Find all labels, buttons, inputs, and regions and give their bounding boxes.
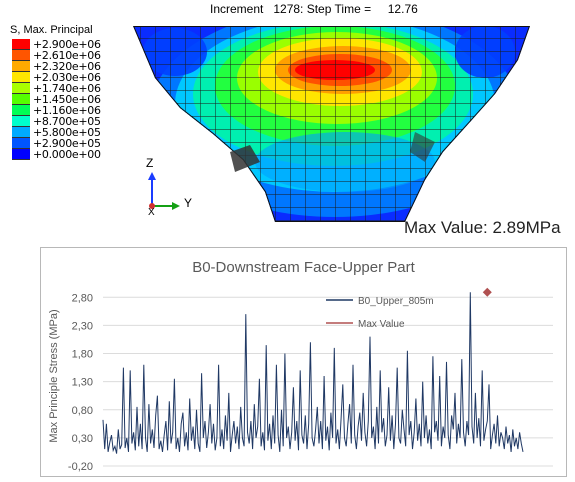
legend-swatch: [12, 83, 30, 94]
legend-label: +2.030e+06: [33, 71, 101, 84]
y-tick-label: 1,30: [72, 377, 93, 389]
legend-item: +2.030e+06: [10, 71, 120, 84]
y-tick-label: 1,80: [72, 349, 93, 361]
legend-label: +1.160e+06: [33, 104, 101, 117]
legend-swatch: [12, 105, 30, 116]
legend-label: +8.700e+05: [33, 115, 101, 128]
increment-step-time: Increment 1278: Step Time = 12.76: [210, 2, 418, 16]
legend-swatch: [12, 61, 30, 72]
legend-swatch: [12, 72, 30, 83]
legend-item: +2.900e+05: [10, 137, 120, 150]
y-tick-label: 2,30: [72, 320, 93, 332]
legend-label: +2.610e+06: [33, 49, 101, 62]
legend-label: +2.320e+06: [33, 60, 101, 73]
legend-item: +1.450e+06: [10, 93, 120, 106]
legend-label: +5.800e+05: [33, 126, 101, 139]
legend-swatch: [12, 127, 30, 138]
y-axis-label: Max Principle Stress (MPa): [48, 309, 60, 442]
legend-item: +2.610e+06: [10, 49, 120, 62]
legend-item: +8.700e+05: [10, 115, 120, 128]
fea-contour-plot: [125, 12, 560, 232]
axis-triad: Z Y X: [138, 156, 198, 220]
max-value-marker: [482, 287, 492, 297]
legend-item: +5.800e+05: [10, 126, 120, 139]
legend-title: S, Max. Principal: [10, 24, 93, 36]
axis-y-label: Y: [184, 196, 193, 210]
legend-label: +1.740e+06: [33, 82, 101, 95]
legend-label: +1.450e+06: [33, 93, 101, 106]
legend-item: +2.320e+06: [10, 60, 120, 73]
legend-label: +2.900e+06: [33, 38, 101, 51]
contour-legend: +2.900e+06 +2.610e+06 +2.320e+06 +2.030e+06…: [10, 38, 120, 161]
max-value-label: Max Value: 2.89MPa: [404, 218, 561, 237]
legend-swatch: [12, 138, 30, 149]
axis-z-label: Z: [146, 156, 154, 170]
line-chart: 2,80 2,30 1,80 1,30 0,80 0,30 -0,20 Max Princip…: [48, 287, 553, 473]
y-tick-label: 0,80: [72, 405, 93, 417]
chart-title: B0-Downstream Face-Upper Part: [192, 259, 415, 276]
legend-swatch: [12, 116, 30, 127]
legend-item: +1.740e+06: [10, 82, 120, 95]
legend-label: +0.000e+00: [33, 148, 101, 161]
legend-swatch: [12, 149, 30, 160]
y-tick-label: 2,80: [72, 292, 93, 304]
legend-label-max: Max Value: [358, 319, 405, 330]
axis-x-label: X: [148, 207, 155, 218]
y-tick-label: 0,30: [72, 433, 93, 445]
series-line-B0_Upper_805m: [102, 292, 524, 454]
legend-label: +2.900e+05: [33, 137, 101, 150]
y-tick-label: -0,20: [68, 461, 93, 473]
legend-swatch: [12, 94, 30, 105]
legend-swatch: [12, 39, 30, 50]
legend-item: +2.900e+06: [10, 38, 120, 51]
legend-label-series: B0_Upper_805m: [358, 296, 434, 307]
legend-item: +1.160e+06: [10, 104, 120, 117]
legend-item: +0.000e+00: [10, 148, 120, 161]
legend-swatch: [12, 50, 30, 61]
chart-area: B0-Downstream Face-Upper Part 2,80 2,30 1,…: [40, 247, 567, 477]
